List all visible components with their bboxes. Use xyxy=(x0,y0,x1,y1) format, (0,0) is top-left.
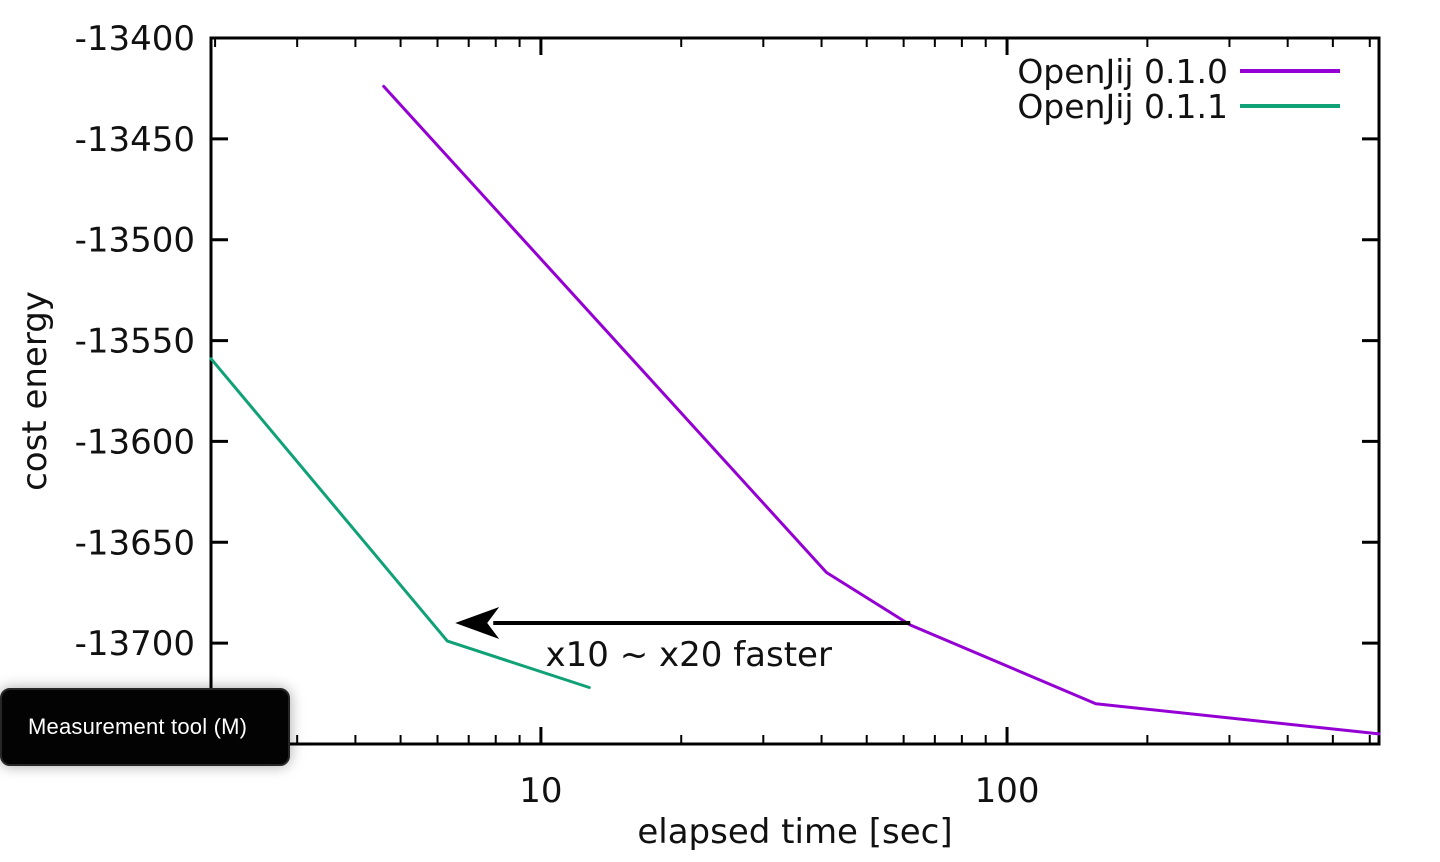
x-tick-label: 10 xyxy=(519,771,562,811)
legend-label: OpenJij 0.1.0 xyxy=(1017,52,1228,91)
y-tick-label: -13600 xyxy=(75,422,195,462)
x-tick-label: 100 xyxy=(975,771,1040,811)
annotation-arrow-head xyxy=(455,607,500,639)
measurement-tool-tooltip: Measurement tool (M) xyxy=(0,688,290,766)
legend-label: OpenJij 0.1.1 xyxy=(1017,87,1228,126)
series-line-openjij-0-1-1 xyxy=(209,357,591,689)
series-line-openjij-0-1-0 xyxy=(382,84,1381,736)
y-tick-label: -13550 xyxy=(75,322,195,362)
y-tick-label: -13700 xyxy=(75,624,195,664)
y-tick-label: -13400 xyxy=(75,19,195,59)
annotation-text: x10 ~ x20 faster xyxy=(546,635,832,675)
y-tick-label: -13450 xyxy=(75,120,195,160)
plot-border xyxy=(209,36,1381,746)
tooltip-label: Measurement tool (M) xyxy=(28,714,248,739)
y-axis-title: cost energy xyxy=(15,291,55,491)
y-tick-label: -13500 xyxy=(75,221,195,261)
y-tick-label: -13650 xyxy=(75,523,195,563)
x-axis-title: elapsed time [sec] xyxy=(637,812,952,852)
